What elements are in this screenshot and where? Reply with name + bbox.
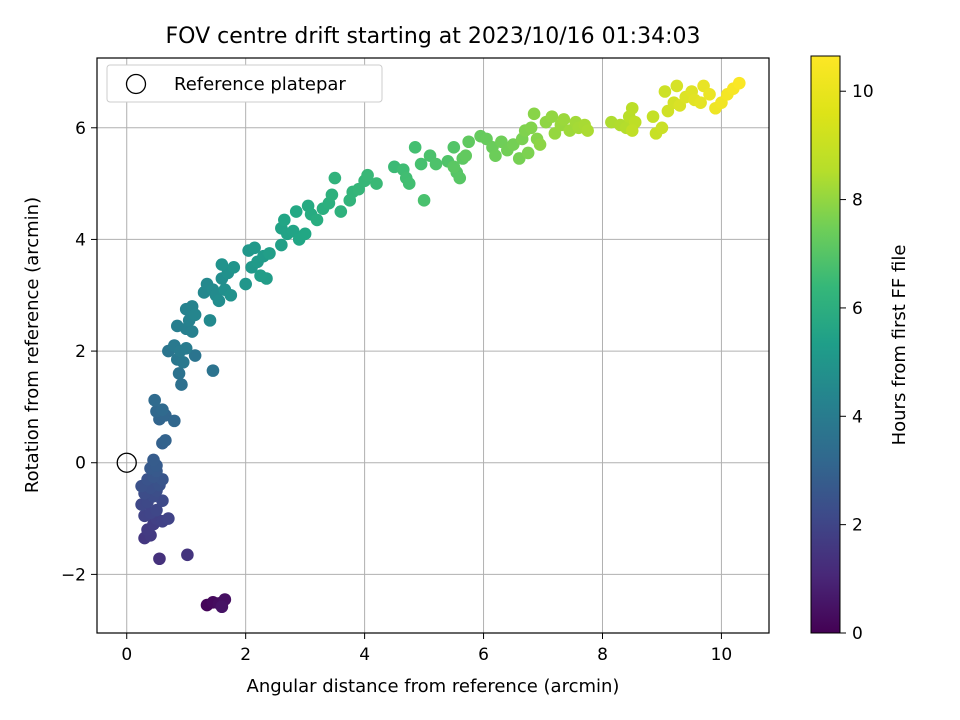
data-point xyxy=(447,141,461,154)
data-point xyxy=(156,403,169,416)
data-points xyxy=(116,76,746,614)
data-point xyxy=(328,171,342,185)
data-point xyxy=(188,308,202,322)
data-point xyxy=(227,261,241,274)
data-point xyxy=(732,76,746,90)
data-point xyxy=(147,453,160,467)
y-tick-label: 6 xyxy=(75,119,86,139)
colorbar-label: Hours from first FF file xyxy=(889,245,910,446)
data-point xyxy=(212,294,226,308)
data-point xyxy=(447,160,461,174)
data-point xyxy=(417,194,431,207)
x-tick-label: 2 xyxy=(240,645,251,665)
colorbar: 0 2 4 6 8 10 Hours from first FF file xyxy=(810,55,910,644)
data-point xyxy=(176,355,190,369)
data-point xyxy=(254,269,267,283)
data-point xyxy=(361,168,374,182)
data-point xyxy=(298,227,312,241)
x-tick-label: 6 xyxy=(478,645,489,665)
x-tick-label: 8 xyxy=(597,645,608,665)
data-point xyxy=(703,87,716,101)
data-point xyxy=(694,96,707,109)
data-point xyxy=(545,110,559,123)
grid-lines xyxy=(97,58,769,633)
colorbar-ticks: 0 2 4 6 8 10 xyxy=(840,82,874,644)
reference-point-marker xyxy=(116,452,137,473)
data-point xyxy=(203,314,217,327)
data-point xyxy=(581,124,594,137)
y-tick-label: −2 xyxy=(61,565,86,585)
legend-box xyxy=(106,64,383,103)
data-point xyxy=(179,341,193,355)
data-point xyxy=(185,325,199,338)
data-point xyxy=(625,124,639,137)
y-axis-ticks: −2 0 2 4 6 xyxy=(61,119,97,585)
legend-marker xyxy=(125,73,147,95)
data-point xyxy=(408,141,422,154)
data-point xyxy=(670,79,684,93)
data-point xyxy=(533,138,547,151)
data-point xyxy=(646,110,660,123)
colorbar-tick-label: 2 xyxy=(852,516,863,536)
data-point xyxy=(215,258,229,271)
data-point xyxy=(325,188,339,202)
legend: Reference platepar xyxy=(106,64,383,103)
x-tick-label: 4 xyxy=(359,645,370,665)
legend-label: Reference platepar xyxy=(174,74,346,95)
data-point xyxy=(521,146,535,160)
y-tick-label: 0 xyxy=(75,454,86,474)
data-point xyxy=(215,600,229,614)
x-axis-label: Angular distance from reference (arcmin) xyxy=(247,676,620,697)
data-point xyxy=(153,552,166,566)
data-point xyxy=(334,205,348,218)
colorbar-tick-label: 10 xyxy=(852,82,874,102)
colorbar-gradient xyxy=(810,55,841,634)
data-point xyxy=(655,121,669,135)
data-point xyxy=(248,241,261,255)
colorbar-tick-label: 8 xyxy=(852,191,863,211)
data-point xyxy=(289,205,303,218)
data-point xyxy=(310,213,324,227)
data-point xyxy=(453,171,467,185)
colorbar-tick-label: 0 xyxy=(852,624,863,644)
data-point xyxy=(429,157,443,171)
data-point xyxy=(150,503,163,517)
data-point xyxy=(527,107,541,121)
data-point xyxy=(557,113,571,126)
data-point xyxy=(188,349,202,362)
data-point xyxy=(263,247,276,260)
data-point xyxy=(370,177,383,190)
x-tick-label: 0 xyxy=(121,645,132,665)
data-point xyxy=(172,367,186,380)
data-point xyxy=(462,135,475,149)
data-point xyxy=(414,157,428,171)
plot-frame xyxy=(96,57,770,634)
data-point xyxy=(168,414,181,428)
colorbar-tick-label: 6 xyxy=(852,299,863,319)
data-point xyxy=(489,149,502,162)
data-point xyxy=(278,213,291,227)
data-point xyxy=(402,177,416,190)
chart-title: FOV centre drift starting at 2023/10/16 … xyxy=(166,24,701,49)
data-point xyxy=(206,364,220,377)
y-tick-label: 2 xyxy=(75,342,86,362)
data-point xyxy=(625,101,639,115)
data-point xyxy=(224,288,238,302)
colorbar-tick-label: 4 xyxy=(852,407,863,427)
x-axis-ticks: 0 2 4 6 8 10 xyxy=(121,633,732,665)
data-point xyxy=(159,434,172,447)
x-tick-label: 10 xyxy=(711,645,733,665)
data-point xyxy=(524,121,538,135)
data-point xyxy=(239,277,252,291)
data-point xyxy=(181,548,194,562)
y-tick-label: 4 xyxy=(75,230,86,250)
data-point xyxy=(175,378,188,391)
data-point xyxy=(148,393,161,407)
data-point xyxy=(658,85,672,98)
data-point xyxy=(459,149,473,162)
y-axis-label: Rotation from reference (arcmin) xyxy=(22,197,43,493)
data-point xyxy=(275,238,288,252)
data-point xyxy=(162,512,175,525)
